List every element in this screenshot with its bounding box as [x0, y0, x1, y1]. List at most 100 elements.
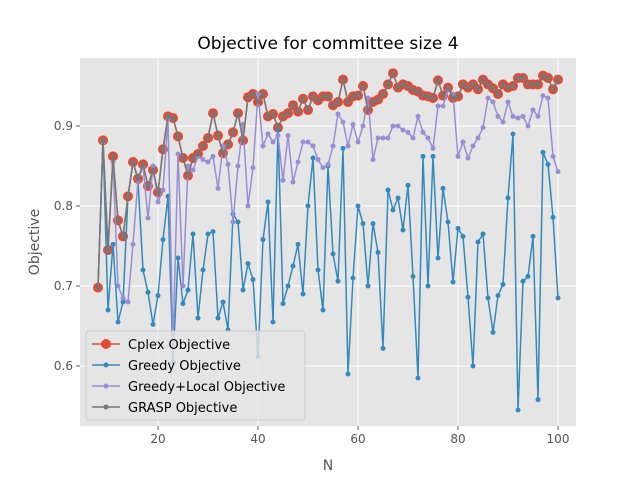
data-point — [105, 307, 111, 313]
data-point — [350, 93, 356, 99]
data-point — [535, 81, 541, 87]
data-point — [505, 99, 511, 105]
data-point — [420, 129, 426, 135]
data-point — [360, 123, 366, 129]
data-point — [375, 135, 381, 141]
data-point — [465, 85, 471, 91]
data-point — [160, 237, 166, 243]
data-point — [190, 231, 196, 237]
data-point — [530, 81, 536, 87]
data-point — [150, 321, 156, 327]
data-point — [490, 99, 496, 105]
data-point — [295, 241, 301, 247]
data-point — [325, 93, 331, 99]
legend-swatch-marker — [103, 404, 109, 410]
data-point — [550, 86, 556, 92]
data-point — [245, 261, 251, 267]
data-point — [370, 157, 376, 163]
data-point — [205, 135, 211, 141]
data-point — [150, 163, 156, 169]
data-point — [495, 293, 501, 299]
data-point — [110, 241, 116, 247]
data-point — [350, 121, 356, 127]
series-layer — [93, 68, 563, 413]
data-point — [310, 143, 316, 149]
data-point — [230, 219, 236, 225]
data-point — [285, 283, 291, 289]
legend-label: Greedy Objective — [128, 359, 241, 374]
data-point — [415, 375, 421, 381]
data-point — [465, 155, 471, 161]
data-point — [185, 163, 191, 169]
data-point — [480, 231, 486, 237]
data-point — [210, 153, 216, 159]
data-point — [115, 283, 121, 289]
data-point — [320, 165, 326, 171]
data-point — [535, 113, 541, 119]
data-point — [410, 135, 416, 141]
data-point — [430, 95, 436, 101]
legend: Cplex Objective Greedy Objective Greedy+Lo… — [85, 330, 306, 421]
legend-item: Cplex Objective — [92, 338, 230, 353]
data-point — [300, 291, 306, 297]
data-point — [515, 115, 521, 121]
data-point — [340, 145, 346, 151]
data-point — [415, 113, 421, 119]
data-point — [480, 77, 486, 83]
data-point — [245, 203, 251, 209]
data-point — [475, 86, 481, 92]
data-point — [180, 301, 186, 307]
data-point — [545, 95, 551, 101]
data-point — [455, 225, 461, 231]
data-point — [345, 143, 351, 149]
data-point — [425, 135, 431, 141]
data-point — [325, 161, 331, 167]
data-point — [155, 199, 161, 205]
data-point — [410, 273, 416, 279]
data-point — [140, 161, 146, 167]
data-point — [395, 85, 401, 91]
data-point — [315, 267, 321, 273]
data-point — [160, 146, 166, 152]
data-point — [445, 85, 451, 91]
y-tick-label: 0.9 — [54, 119, 73, 133]
data-point — [540, 93, 546, 99]
legend-frame — [85, 330, 306, 421]
data-point — [135, 176, 141, 182]
data-point — [505, 85, 511, 91]
data-point — [115, 319, 121, 325]
data-point — [425, 283, 431, 289]
data-point — [355, 203, 361, 209]
data-point — [220, 150, 226, 156]
data-point — [455, 153, 461, 159]
data-point — [540, 149, 546, 155]
data-point — [500, 281, 506, 287]
data-point — [465, 294, 471, 300]
data-point — [180, 155, 186, 161]
data-point — [125, 193, 131, 199]
data-point — [550, 214, 556, 220]
data-point — [120, 295, 126, 301]
data-point — [375, 97, 381, 103]
data-point — [405, 182, 411, 188]
series-grasp-objective — [95, 70, 561, 291]
data-point — [420, 93, 426, 99]
data-point — [235, 110, 241, 116]
data-point — [395, 123, 401, 129]
data-point — [385, 187, 391, 193]
data-point — [300, 139, 306, 145]
x-tick-label: 40 — [250, 432, 265, 446]
data-point — [200, 267, 206, 273]
data-point — [210, 229, 216, 235]
data-point — [270, 111, 276, 117]
data-point — [355, 93, 361, 99]
data-point — [365, 283, 371, 289]
data-point — [365, 107, 371, 113]
data-point — [470, 363, 476, 369]
data-point — [215, 185, 221, 191]
data-point — [105, 247, 111, 253]
data-point — [360, 83, 366, 89]
data-point — [555, 295, 561, 301]
data-point — [440, 103, 446, 109]
data-point — [330, 143, 336, 149]
